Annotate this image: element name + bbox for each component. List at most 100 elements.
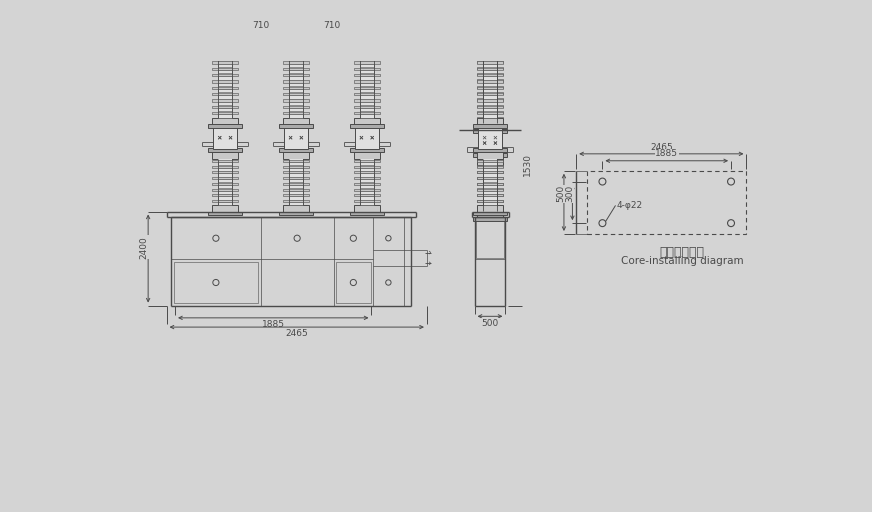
Bar [289,174,303,177]
Bar [212,105,238,108]
Bar [350,147,384,152]
Bar [476,219,504,258]
Text: 2465: 2465 [285,329,308,338]
Bar [218,63,232,67]
Text: 710: 710 [323,21,340,30]
Bar [360,70,374,73]
Bar [212,74,238,76]
Bar [289,101,303,105]
Bar [477,117,503,120]
Bar [218,89,232,92]
Bar [477,160,503,162]
Bar [483,202,497,205]
Bar [360,108,374,111]
Bar [283,80,309,82]
Bar [354,177,380,179]
Bar [483,173,497,176]
Bar [483,190,497,194]
Bar [208,43,242,47]
Bar [218,57,232,61]
Bar [212,205,238,211]
Bar [289,108,303,111]
Circle shape [599,178,606,185]
Bar [354,68,380,70]
Bar [478,132,502,155]
Bar [477,165,503,167]
Bar [354,183,380,185]
Bar [360,63,374,67]
Bar [212,112,238,114]
Bar [218,82,232,86]
Bar [360,54,374,118]
Bar [354,195,380,197]
Bar [473,129,507,133]
Bar [360,82,374,86]
Bar [477,189,503,190]
Bar [483,184,497,188]
Bar [289,185,303,188]
Bar [477,177,503,179]
Bar [218,174,232,177]
Bar [587,171,746,234]
Bar [355,126,379,149]
Bar [360,174,374,177]
Bar [289,57,303,61]
Bar [283,177,309,179]
Bar [283,152,309,159]
Bar [360,76,374,80]
Bar [289,82,303,86]
Bar [283,61,309,63]
Bar [208,211,242,216]
Bar [483,75,497,79]
Bar [283,112,309,114]
Bar [283,99,309,101]
Bar [473,211,507,216]
Text: 1885: 1885 [262,320,285,329]
Bar [473,43,507,47]
Bar [289,76,303,80]
Bar [483,197,497,200]
Bar [473,147,507,152]
Bar [350,211,384,216]
Bar [477,74,503,76]
Bar [218,185,232,188]
Bar [477,105,503,107]
Bar [354,189,380,190]
Bar [483,114,497,118]
Bar [354,160,380,162]
Bar [350,124,384,127]
Bar [483,113,497,117]
Bar [283,93,309,95]
Bar [477,200,503,202]
Bar [354,165,380,167]
Bar [354,200,380,202]
Bar [174,262,258,303]
Bar [354,112,380,114]
Bar [483,202,497,205]
Bar [477,123,503,129]
Text: 500: 500 [556,185,565,202]
Bar [289,114,303,118]
Bar [212,118,238,124]
Bar [477,68,503,70]
Bar [218,108,232,111]
Bar [218,101,232,105]
Bar [483,107,497,111]
Bar [212,80,238,82]
Bar [477,112,503,114]
Bar [360,202,374,205]
Bar [289,179,303,182]
Bar [354,87,380,89]
Text: 710: 710 [252,21,269,30]
Bar [283,165,309,167]
Bar [354,105,380,108]
Bar [218,202,232,205]
Bar [360,162,374,165]
Bar [283,160,309,162]
Bar [354,152,380,159]
Bar [212,183,238,185]
Bar [289,89,303,92]
Bar [360,179,374,182]
Bar [289,162,303,165]
Bar [477,118,503,124]
